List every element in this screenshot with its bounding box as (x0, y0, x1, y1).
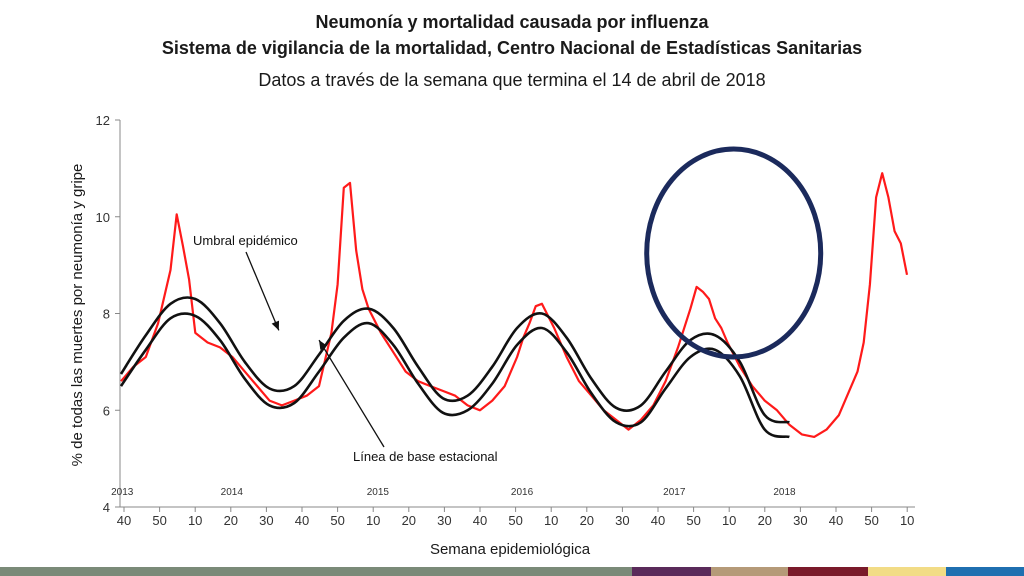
series-seasonal-baseline-line (119, 312, 790, 439)
x-tick-label: 40 (295, 513, 309, 528)
x-tick-label: 30 (615, 513, 629, 528)
footer-color-bar (946, 567, 1024, 576)
series-observed-line (120, 172, 909, 438)
x-tick-label: 50 (864, 513, 878, 528)
x-tick-label: 20 (580, 513, 594, 528)
x-tick-label: 10 (900, 513, 914, 528)
x-tick-label: 50 (330, 513, 344, 528)
y-tick-label: 6 (103, 403, 110, 418)
annotation-arrow-baseline (318, 339, 385, 448)
x-tick-label: 30 (793, 513, 807, 528)
footer-color-bar (0, 567, 632, 576)
x-tick-label: 30 (259, 513, 273, 528)
series-epidemic-threshold-line (119, 296, 790, 424)
y-axis-title: % de todas las muertes por neumonía y gr… (69, 164, 86, 467)
annotation-seasonal-baseline: Línea de base estacional (353, 449, 498, 464)
x-axis-title: Semana epidemiológica (430, 541, 591, 558)
x-tick-label: 10 (544, 513, 558, 528)
year-label: 2015 (367, 487, 390, 498)
year-label: 2016 (511, 487, 534, 498)
year-label: 2013 (111, 487, 134, 498)
chart-title-line2: Sistema de vigilancia de la mortalidad, … (161, 38, 863, 58)
footer-color-bar (711, 567, 788, 576)
x-tick-label: 50 (508, 513, 522, 528)
annotation-arrow-baseline-head (319, 340, 328, 350)
highlight-ellipse (644, 146, 824, 360)
year-label: 2014 (221, 487, 244, 498)
x-tick-label: 10 (188, 513, 202, 528)
x-tick-label: 50 (152, 513, 166, 528)
y-tick-label: 4 (103, 500, 110, 515)
x-tick-label: 40 (117, 513, 131, 528)
footer-color-bars (0, 567, 1024, 576)
x-tick-label: 10 (366, 513, 380, 528)
year-label: 2018 (773, 487, 796, 498)
footer-color-bar (788, 567, 868, 576)
x-tick-label: 20 (758, 513, 772, 528)
footer-color-bar (632, 567, 711, 576)
chart-subtitle: Datos a través de la semana que termina … (258, 70, 766, 90)
y-tick-label: 8 (103, 307, 110, 322)
x-tick-label: 40 (829, 513, 843, 528)
annotation-epidemic-threshold: Umbral epidémico (193, 233, 298, 248)
x-tick-label: 20 (224, 513, 238, 528)
x-tick-label: 30 (437, 513, 451, 528)
x-tick-label: 40 (473, 513, 487, 528)
annotation-arrow-threshold-head (271, 320, 280, 331)
x-tick-label: 10 (722, 513, 736, 528)
x-tick-label: 40 (651, 513, 665, 528)
y-tick-label: 10 (96, 210, 110, 225)
x-tick-label: 50 (686, 513, 700, 528)
chart-title-line1: Neumonía y mortalidad causada por influe… (315, 12, 709, 32)
x-tick-label: 20 (402, 513, 416, 528)
annotation-arrow-threshold (245, 251, 280, 331)
y-tick-label: 12 (96, 113, 110, 128)
footer-color-bar (868, 567, 946, 576)
year-label: 2017 (663, 487, 686, 498)
